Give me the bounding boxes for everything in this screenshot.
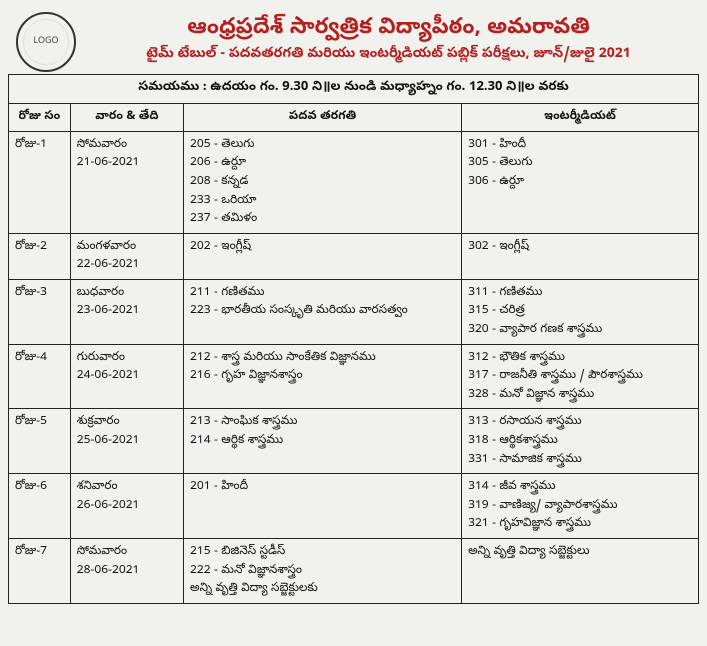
cell-inter: 301 - హిందీ305 - తెలుగు306 - ఉర్దూ bbox=[462, 131, 699, 233]
cell-day-date: సోమవారం 21-06-2021 bbox=[70, 131, 183, 233]
subject-line: 306 - ఉర్దూ bbox=[468, 173, 692, 192]
cell-day-no: రోజు-7 bbox=[9, 539, 71, 604]
subject-line: 313 - రసాయన శాస్త్రము bbox=[468, 413, 692, 432]
col-inter: ఇంటర్మీడియట్ bbox=[462, 104, 699, 132]
cell-day-date: శుక్రవారం 25-06-2021 bbox=[70, 409, 183, 474]
subject-line: 305 - తెలుగు bbox=[468, 154, 692, 173]
col-day-no: రోజు సం bbox=[9, 104, 71, 132]
timing-row: సమయము : ఉదయం గం. 9.30 ని॥ల నుండి మధ్యాహ్… bbox=[9, 75, 699, 104]
subject-line: 211 - గణితము bbox=[190, 284, 455, 303]
cell-day-no: రోజు-3 bbox=[9, 279, 71, 344]
cell-tenth: 212 - శాస్త్ర మరియు సాంకేతిక విజ్ఞానము21… bbox=[184, 344, 462, 409]
timetable: సమయము : ఉదయం గం. 9.30 ని॥ల నుండి మధ్యాహ్… bbox=[8, 74, 699, 604]
subject-line: 223 - భారతీయ సంస్కృతి మరియు వారసత్వం bbox=[190, 302, 455, 321]
cell-inter: 302 - ఇంగ్లీష్ bbox=[462, 233, 699, 279]
subject-line: 233 - ఒరియా bbox=[190, 192, 455, 211]
cell-day-date: సోమవారం 28-06-2021 bbox=[70, 539, 183, 604]
subject-line: 317 - రాజనీతి శాస్త్రము / పౌరశాస్త్రము bbox=[468, 367, 692, 386]
subject-line: 222 - మనో విజ్ఞానశాస్త్రం bbox=[190, 562, 455, 581]
table-row: రోజు-6శనివారం 26-06-2021 201 - హిందీ 314 -… bbox=[9, 474, 699, 539]
cell-day-date: బుధవారం 23-06-2021 bbox=[70, 279, 183, 344]
table-row: రోజు-4గురువారం 24-06-2021212 - శాస్త్ర మ… bbox=[9, 344, 699, 409]
cell-day-date: గురువారం 24-06-2021 bbox=[70, 344, 183, 409]
subject-line: 302 - ఇంగ్లీష్ bbox=[468, 238, 692, 257]
subject-line: 212 - శాస్త్ర మరియు సాంకేతిక విజ్ఞానము bbox=[190, 349, 455, 368]
subject-line: 216 - గృహ విజ్ఞానశాస్త్రం bbox=[190, 367, 455, 386]
subject-line: అన్ని వృత్తి విద్యా సబ్జెక్టులు bbox=[468, 543, 692, 562]
subject-line: 205 - తెలుగు bbox=[190, 136, 455, 155]
subject-line: 214 - ఆర్థిక శాస్త్రము bbox=[190, 432, 455, 451]
timing-cell: సమయము : ఉదయం గం. 9.30 ని॥ల నుండి మధ్యాహ్… bbox=[9, 75, 699, 104]
cell-day-no: రోజు-2 bbox=[9, 233, 71, 279]
document-header: LOGO ఆంధ్రప్రదేశ్ సార్వత్రిక విద్యాపీఠం,… bbox=[8, 8, 699, 74]
cell-day-no: రోజు-5 bbox=[9, 409, 71, 474]
subject-line: 237 - తమిళం bbox=[190, 210, 455, 229]
cell-tenth: 211 - గణితము223 - భారతీయ సంస్కృతి మరియు … bbox=[184, 279, 462, 344]
cell-tenth: 215 - బిజినెస్ స్టడీస్222 - మనో విజ్ఞానశ… bbox=[184, 539, 462, 604]
subject-line: 201 - హిందీ bbox=[190, 478, 455, 497]
institution-logo: LOGO bbox=[16, 12, 76, 72]
table-row: రోజు-5శుక్రవారం 25-06-2021213 - సాంఘిక శ… bbox=[9, 409, 699, 474]
subject-line: 215 - బిజినెస్ స్టడీస్ bbox=[190, 543, 455, 562]
cell-tenth: 205 - తెలుగు206 - ఉర్దూ208 - కన్నడ233 - … bbox=[184, 131, 462, 233]
subject-line: 202 - ఇంగ్లీష్ bbox=[190, 238, 455, 257]
subject-line: 331 - సామాజిక శాస్త్రము bbox=[468, 451, 692, 470]
table-row: రోజు-3బుధవారం 23-06-2021211 - గణితము223 … bbox=[9, 279, 699, 344]
table-row: రోజు-2మంగళవారం 22-06-2021 202 - ఇంగ్లీష్ 3… bbox=[9, 233, 699, 279]
sub-title: టైమ్ టేబుల్ - పదవతరగతి మరియు ఇంటర్మీడియట… bbox=[86, 45, 691, 64]
cell-inter: 313 - రసాయన శాస్త్రము318 - ఆర్థికశాస్త్ర… bbox=[462, 409, 699, 474]
cell-tenth: 213 - సాంఘిక శాస్త్రము214 - ఆర్థిక శాస్త… bbox=[184, 409, 462, 474]
subject-line: 312 - భౌతిక శాస్త్రము bbox=[468, 349, 692, 368]
cell-tenth: 202 - ఇంగ్లీష్ bbox=[184, 233, 462, 279]
subject-line: 301 - హిందీ bbox=[468, 136, 692, 155]
subject-line: 208 - కన్నడ bbox=[190, 173, 455, 192]
subject-line: 314 - జీవ శాస్త్రము bbox=[468, 478, 692, 497]
cell-inter: 311 - గణితము315 - చరిత్ర320 - వ్యాపార గణ… bbox=[462, 279, 699, 344]
subject-line: 206 - ఉర్దూ bbox=[190, 154, 455, 173]
table-row: రోజు-1సోమవారం 21-06-2021205 - తెలుగు206 … bbox=[9, 131, 699, 233]
subject-line: 311 - గణితము bbox=[468, 284, 692, 303]
subject-line: 320 - వ్యాపార గణక శాస్త్రము bbox=[468, 321, 692, 340]
col-tenth: పదవ తరగతి bbox=[184, 104, 462, 132]
cell-tenth: 201 - హిందీ bbox=[184, 474, 462, 539]
subject-line: 213 - సాంఘిక శాస్త్రము bbox=[190, 413, 455, 432]
cell-day-no: రోజు-1 bbox=[9, 131, 71, 233]
col-day-date: వారం & తేది bbox=[70, 104, 183, 132]
main-title: ఆంధ్రప్రదేశ్ సార్వత్రిక విద్యాపీఠం, అమరా… bbox=[86, 16, 691, 42]
cell-inter: 314 - జీవ శాస్త్రము319 - వాణిజ్య/ వ్యాపా… bbox=[462, 474, 699, 539]
table-row: రోజు-7సోమవారం 28-06-2021215 - బిజినెస్ స… bbox=[9, 539, 699, 604]
subject-line: 318 - ఆర్థికశాస్త్రము bbox=[468, 432, 692, 451]
cell-inter: అన్ని వృత్తి విద్యా సబ్జెక్టులు bbox=[462, 539, 699, 604]
cell-day-date: శనివారం 26-06-2021 bbox=[70, 474, 183, 539]
subject-line: అన్ని వృత్తి విద్యా సబ్జెక్టులకు bbox=[190, 580, 455, 599]
cell-day-no: రోజు-4 bbox=[9, 344, 71, 409]
subject-line: 328 - మనో విజ్ఞాన శాస్త్రము bbox=[468, 386, 692, 405]
cell-day-date: మంగళవారం 22-06-2021 bbox=[70, 233, 183, 279]
cell-day-no: రోజు-6 bbox=[9, 474, 71, 539]
subject-line: 319 - వాణిజ్య/ వ్యాపారశాస్త్రము bbox=[468, 497, 692, 516]
subject-line: 315 - చరిత్ర bbox=[468, 302, 692, 321]
header-text-block: ఆంధ్రప్రదేశ్ సార్వత్రిక విద్యాపీఠం, అమరా… bbox=[86, 16, 691, 67]
cell-inter: 312 - భౌతిక శాస్త్రము317 - రాజనీతి శాస్త… bbox=[462, 344, 699, 409]
subject-line: 321 - గృహవిజ్ఞాన శాస్త్రము bbox=[468, 515, 692, 534]
header-row: రోజు సం వారం & తేది పదవ తరగతి ఇంటర్మీడియ… bbox=[9, 104, 699, 132]
